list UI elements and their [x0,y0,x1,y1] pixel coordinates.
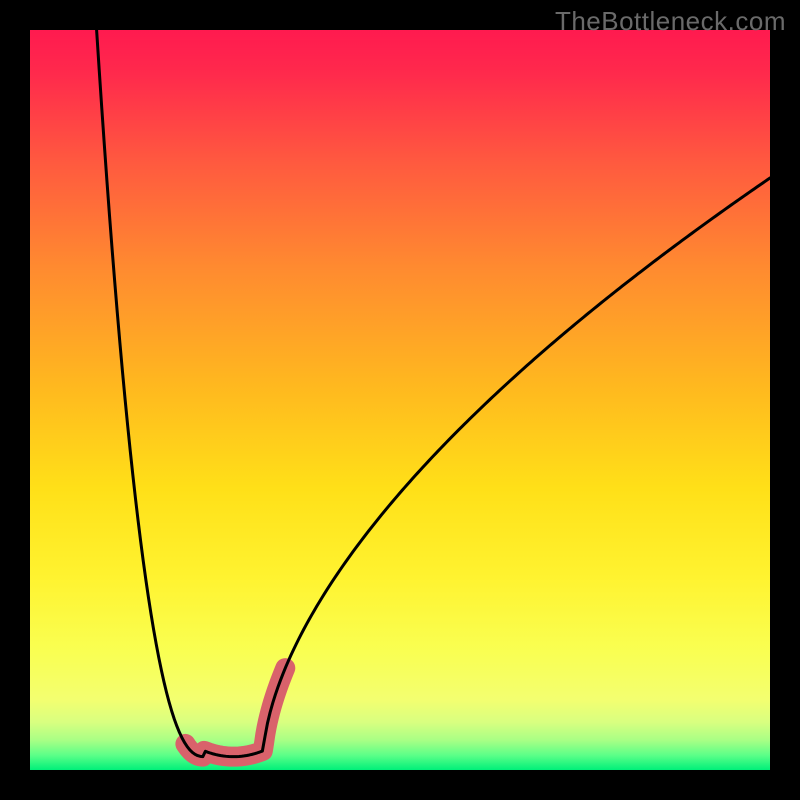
canvas-root: TheBottleneck.com [0,0,800,800]
plot-background [30,30,770,770]
chart-svg [0,0,800,800]
